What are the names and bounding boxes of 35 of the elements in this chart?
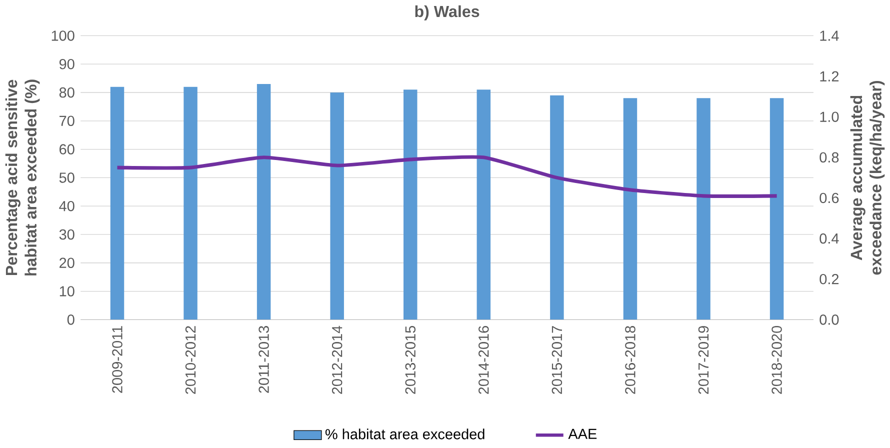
x-tick-label: 2015-2017 (552, 326, 562, 394)
y2-tick-label: 0.2 (820, 274, 839, 284)
y2-tick-label: 1.4 (820, 30, 839, 41)
x-tick-label: 2009-2011 (112, 326, 122, 393)
y-tick-label: 100 (52, 30, 74, 41)
x-tick-label: 2016-2018 (625, 326, 636, 394)
y2-tick-label: 0.6 (820, 192, 839, 204)
y-tick-label: 70 (60, 116, 74, 126)
chart-title: b) Wales (415, 5, 480, 20)
y2-tick-label: 1.0 (820, 112, 839, 122)
y-axis-title: Percentage acid sensitive habitat area exceeded (%) (5, 80, 40, 276)
x-tick-label: 2012-2014 (332, 326, 342, 394)
legend-label: AAE (568, 428, 597, 439)
y-tick-label: 80 (59, 87, 74, 98)
legend-label: % habitat area exceeded (325, 428, 484, 440)
y2-tick-label: 0.4 (820, 233, 839, 244)
y-tick-label: 30 (59, 229, 74, 240)
y-tick-label: 50 (59, 172, 74, 183)
x-tick-label: 2013-2015 (405, 326, 416, 394)
y-tick-label: 90 (59, 58, 74, 70)
x-tick-label: 2010-2012 (185, 326, 196, 394)
y-tick-label: 40 (59, 200, 74, 212)
x-tick-label: 2018-2020 (772, 326, 782, 394)
y2-tick-label: 1.2 (820, 71, 839, 82)
y-tick-label: 20 (60, 258, 74, 268)
line-series (115, 155, 779, 198)
y-tick-label: 60 (60, 144, 74, 154)
x-tick-label: 2014-2016 (478, 326, 489, 394)
x-tick-label: 2011-2013 (258, 326, 269, 393)
y2-tick-label: 0.8 (820, 152, 839, 163)
x-tick-label: 2017-2019 (698, 326, 709, 394)
y2-tick-label: 0.0 (820, 314, 839, 325)
y-tick-label: 10 (60, 286, 74, 296)
y-tick-label: 0 (67, 314, 74, 325)
y2-axis-title: Average accumulated exceedance (keq/ha/year) (850, 80, 885, 275)
